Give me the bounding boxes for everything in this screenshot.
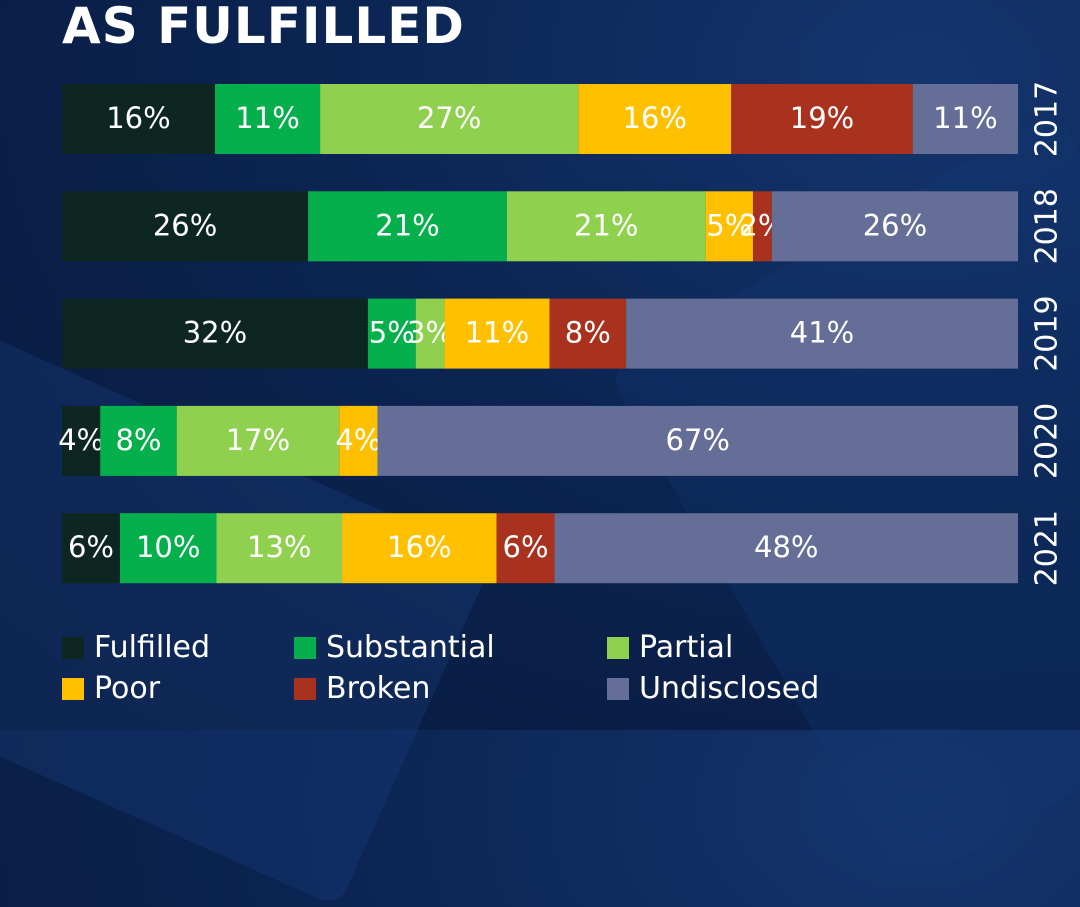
legend-label: Substantial bbox=[326, 630, 495, 665]
data-label-substantial-2020: 8% bbox=[115, 423, 161, 457]
bar-segment-substantial-2020 bbox=[100, 405, 177, 476]
data-label-undisclosed-2018: 26% bbox=[863, 208, 927, 242]
bar-segment-broken-2017 bbox=[731, 84, 913, 154]
data-label-poor-2021: 16% bbox=[387, 530, 451, 564]
bar-segment-substantial-2017 bbox=[214, 84, 321, 154]
bar-segment-poor-2020 bbox=[339, 405, 378, 476]
data-label-undisclosed-2019: 41% bbox=[790, 316, 854, 350]
bar-segment-undisclosed-2018 bbox=[771, 191, 1018, 262]
year-label-2017: 2017 bbox=[1030, 81, 1065, 157]
bar-segment-undisclosed-2017 bbox=[912, 84, 1018, 154]
data-label-fulfilled-2021: 6% bbox=[68, 530, 114, 564]
legend-label: Fulfilled bbox=[94, 630, 211, 665]
legend-label: Undisclosed bbox=[639, 671, 820, 706]
bar-segment-poor-2017 bbox=[578, 84, 732, 154]
bar-segment-fulfilled-2017 bbox=[62, 84, 215, 154]
legend-swatch bbox=[607, 677, 629, 700]
data-label-broken-2021: 6% bbox=[503, 530, 549, 564]
bar-segment-undisclosed-2021 bbox=[554, 513, 1018, 584]
bar-segment-substantial-2019 bbox=[367, 298, 416, 369]
data-label-undisclosed-2021: 48% bbox=[754, 530, 818, 564]
bar-segment-broken-2021 bbox=[496, 513, 555, 584]
bar-segment-poor-2019 bbox=[444, 298, 550, 369]
data-label-poor-2018: 5% bbox=[706, 208, 752, 242]
year-label-2021: 2021 bbox=[1030, 510, 1065, 586]
bar-segment-fulfilled-2018 bbox=[62, 191, 309, 262]
data-label-fulfilled-2018: 26% bbox=[153, 208, 217, 242]
legend-label: Partial bbox=[639, 630, 734, 665]
legend-swatch bbox=[294, 636, 316, 659]
data-label-partial-2020: 17% bbox=[226, 423, 290, 457]
data-label-poor-2017: 16% bbox=[622, 101, 686, 135]
legend-item-undisclosed: Undisclosed bbox=[607, 671, 819, 706]
data-label-undisclosed-2020: 67% bbox=[666, 423, 730, 457]
legend-swatch bbox=[62, 677, 84, 700]
data-label-partial-2018: 21% bbox=[574, 208, 638, 242]
legend-swatch bbox=[607, 636, 629, 659]
bar-segment-broken-2018 bbox=[752, 191, 772, 262]
data-label-fulfilled-2017: 16% bbox=[106, 101, 170, 135]
data-label-substantial-2017: 11% bbox=[235, 101, 299, 135]
bar-segment-broken-2019 bbox=[549, 298, 627, 369]
data-label-partial-2021: 13% bbox=[247, 530, 311, 564]
bar-segment-substantial-2021 bbox=[119, 513, 217, 584]
legend-swatch bbox=[294, 677, 316, 700]
year-label-2020: 2020 bbox=[1030, 403, 1065, 479]
bar-segment-poor-2021 bbox=[342, 513, 497, 584]
bar-segment-fulfilled-2021 bbox=[62, 513, 120, 584]
chart-legend: Fulfilled Substantial Partial Poor Broken Und… bbox=[62, 630, 962, 720]
legend-swatch bbox=[62, 636, 84, 659]
data-label-poor-2019: 11% bbox=[465, 316, 529, 350]
legend-item-broken: Broken bbox=[294, 671, 430, 706]
bar-segment-poor-2018 bbox=[705, 191, 753, 262]
bar-segment-partial-2021 bbox=[216, 513, 343, 584]
legend-item-substantial: Substantial bbox=[294, 630, 495, 665]
legend-item-partial: Partial bbox=[607, 630, 733, 665]
bar-segment-fulfilled-2020 bbox=[62, 405, 101, 476]
bar-segment-substantial-2018 bbox=[308, 191, 507, 262]
bar-segment-partial-2017 bbox=[320, 84, 579, 154]
legend-item-poor: Poor bbox=[62, 671, 160, 706]
data-label-undisclosed-2017: 11% bbox=[933, 101, 997, 135]
bar-segment-partial-2019 bbox=[415, 298, 445, 369]
bar-segment-undisclosed-2019 bbox=[626, 298, 1018, 369]
data-label-fulfilled-2019: 32% bbox=[183, 316, 247, 350]
bar-segment-partial-2018 bbox=[506, 191, 706, 262]
data-label-substantial-2019: 5% bbox=[369, 316, 415, 350]
data-label-fulfilled-2020: 4% bbox=[58, 423, 104, 457]
data-label-partial-2017: 27% bbox=[417, 101, 481, 135]
data-label-substantial-2021: 10% bbox=[136, 530, 200, 564]
bar-segment-partial-2020 bbox=[176, 405, 340, 476]
data-label-poor-2020: 4% bbox=[335, 423, 381, 457]
legend-item-fulfilled: Fulfilled bbox=[62, 630, 210, 665]
data-label-broken-2019: 8% bbox=[565, 316, 611, 350]
year-label-2019: 2019 bbox=[1030, 295, 1065, 371]
chart-title: AS FULFILLED bbox=[62, 0, 465, 55]
bar-segment-undisclosed-2020 bbox=[377, 405, 1019, 476]
legend-label: Poor bbox=[94, 671, 161, 706]
data-label-broken-2017: 19% bbox=[790, 101, 854, 135]
data-label-substantial-2018: 21% bbox=[375, 208, 439, 242]
year-label-2018: 2018 bbox=[1030, 188, 1065, 264]
bar-segment-fulfilled-2019 bbox=[62, 298, 368, 369]
legend-label: Broken bbox=[326, 671, 431, 706]
